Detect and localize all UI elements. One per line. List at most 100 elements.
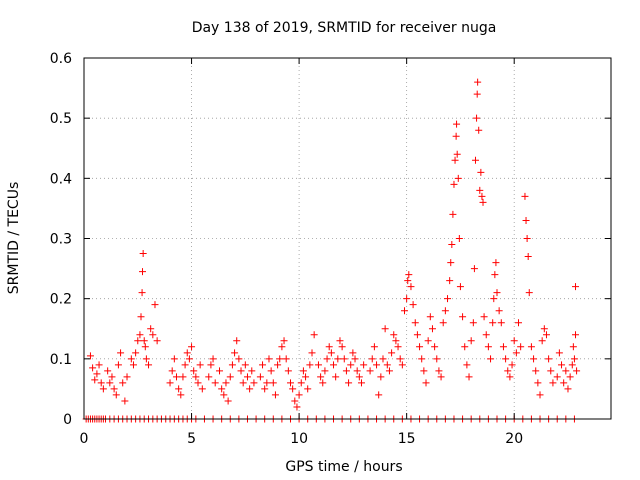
data-point	[451, 156, 459, 164]
data-point	[293, 403, 301, 411]
data-point	[370, 343, 378, 351]
data-point	[172, 373, 180, 381]
data-point	[141, 343, 149, 351]
x-tick-label: 10	[290, 431, 308, 447]
data-point	[540, 325, 548, 333]
data-point	[553, 373, 561, 381]
data-point	[97, 379, 105, 387]
data-point	[145, 361, 153, 369]
data-point	[207, 361, 215, 369]
data-point	[224, 397, 232, 405]
data-point	[422, 379, 430, 387]
data-point	[310, 331, 318, 339]
data-point	[388, 349, 396, 357]
data-point	[284, 367, 292, 375]
data-point	[448, 241, 456, 249]
data-point	[243, 373, 251, 381]
data-point	[226, 373, 234, 381]
data-point	[536, 391, 544, 399]
data-point	[121, 397, 129, 405]
data-point	[409, 301, 417, 309]
data-point	[473, 90, 481, 98]
data-point	[110, 385, 118, 393]
data-point	[205, 373, 213, 381]
data-point	[479, 198, 487, 206]
data-point	[261, 385, 269, 393]
data-point	[545, 355, 553, 363]
data-point	[373, 361, 381, 369]
data-point	[338, 343, 346, 351]
data-point	[441, 307, 449, 315]
data-point	[216, 367, 224, 375]
data-point	[435, 367, 443, 375]
data-point	[222, 379, 230, 387]
data-point	[403, 295, 411, 303]
data-point	[569, 343, 577, 351]
data-point	[336, 337, 344, 345]
data-point	[114, 361, 122, 369]
data-point	[405, 271, 413, 279]
data-point	[209, 355, 217, 363]
data-point	[306, 361, 314, 369]
data-point	[383, 361, 391, 369]
data-point	[231, 349, 239, 357]
data-point	[355, 373, 363, 381]
data-point	[497, 319, 505, 327]
data-point	[527, 343, 535, 351]
data-point	[465, 373, 473, 381]
data-point	[99, 385, 107, 393]
data-point	[487, 355, 495, 363]
data-point	[491, 271, 499, 279]
data-point	[375, 391, 383, 399]
data-point	[477, 168, 485, 176]
data-point	[560, 379, 568, 387]
data-point	[271, 391, 279, 399]
data-point	[175, 385, 183, 393]
data-point	[495, 307, 503, 315]
data-point	[89, 364, 97, 372]
data-point	[289, 385, 297, 393]
data-point	[259, 361, 267, 369]
data-point	[95, 361, 103, 369]
data-point	[142, 355, 150, 363]
data-point	[453, 120, 461, 128]
data-point	[308, 349, 316, 357]
data-point	[418, 355, 426, 363]
data-point	[347, 361, 355, 369]
y-tick-label: 0.1	[50, 352, 72, 368]
x-tick-label: 15	[398, 431, 416, 447]
data-point	[360, 361, 368, 369]
data-point	[179, 373, 187, 381]
data-point	[269, 379, 277, 387]
data-point	[325, 343, 333, 351]
data-point	[508, 361, 516, 369]
data-point	[139, 250, 147, 258]
data-point	[562, 367, 570, 375]
data-point	[502, 355, 510, 363]
data-point	[446, 277, 454, 285]
data-point	[407, 283, 415, 291]
data-point	[366, 367, 374, 375]
data-point	[256, 373, 264, 381]
data-point	[282, 355, 290, 363]
data-point	[463, 361, 471, 369]
data-point	[218, 385, 226, 393]
x-tick-label: 5	[187, 431, 196, 447]
data-point	[394, 343, 402, 351]
data-point	[456, 283, 464, 291]
data-point	[192, 373, 200, 381]
data-point	[524, 253, 532, 261]
data-point	[228, 361, 236, 369]
data-point	[538, 337, 546, 345]
data-point	[274, 361, 282, 369]
data-point	[424, 337, 432, 345]
data-point	[455, 235, 463, 242]
data-point	[475, 126, 483, 134]
data-point	[484, 343, 492, 351]
data-point	[404, 277, 412, 285]
data-point	[428, 325, 436, 333]
data-point	[112, 391, 120, 399]
data-point	[381, 325, 389, 333]
data-point	[504, 367, 512, 375]
